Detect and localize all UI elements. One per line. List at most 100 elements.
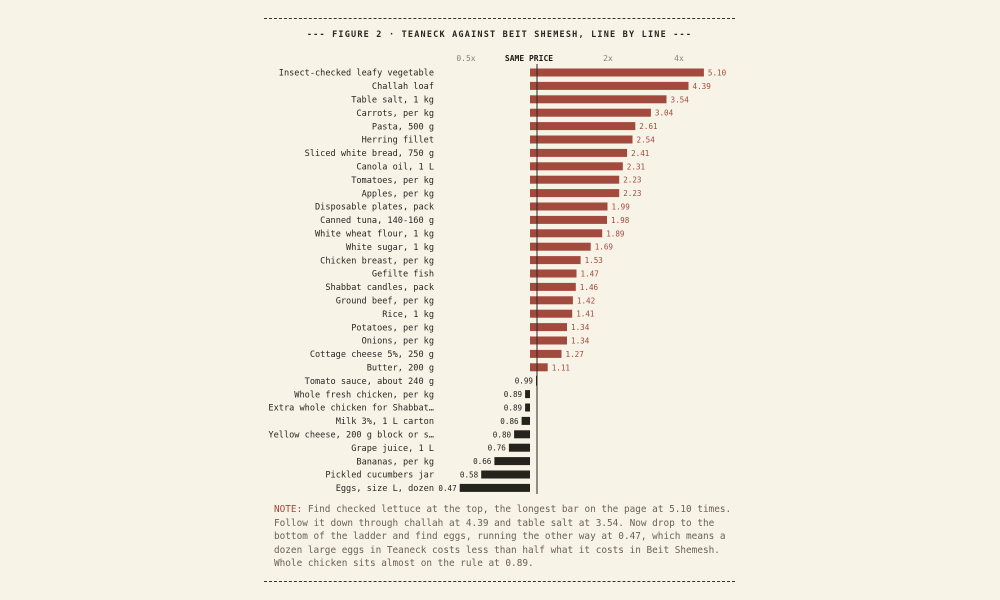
category-label: Canned tuna, 140-160 g (320, 216, 434, 226)
value-label: 0.58 (460, 471, 479, 480)
bar (530, 108, 651, 117)
category-label: Disposable plates, pack (315, 203, 435, 213)
bar (530, 122, 636, 131)
category-label: Onions, per kg (362, 337, 434, 347)
category-label: Shabbat candles, pack (325, 283, 434, 293)
bar (530, 309, 573, 318)
value-label: 1.53 (585, 256, 603, 265)
bar (530, 336, 567, 345)
value-label: 1.98 (611, 216, 630, 225)
bar (530, 175, 620, 184)
value-label: 1.42 (577, 296, 595, 305)
bar (459, 483, 530, 492)
category-label: Apples, per kg (362, 189, 434, 199)
category-label: Gefilte fish (372, 270, 434, 280)
value-label: 0.80 (493, 430, 512, 439)
category-label: Ground beef, per kg (336, 297, 434, 307)
value-label: 1.46 (580, 283, 599, 292)
bar (494, 457, 530, 466)
value-label: 3.04 (655, 109, 674, 118)
value-label: 2.54 (637, 136, 656, 145)
value-label: 1.47 (581, 270, 599, 279)
bar (530, 215, 607, 224)
category-label: Yellow cheese, 200 g block or s… (268, 431, 434, 441)
value-label: 1.69 (595, 243, 614, 252)
bar (525, 403, 530, 412)
value-label: 3.54 (671, 95, 690, 104)
value-label: 0.89 (504, 390, 523, 399)
bar (530, 282, 576, 291)
bar (530, 256, 581, 265)
category-label: Butter, 200 g (367, 364, 434, 374)
bar (530, 68, 704, 77)
category-label: Chicken breast, per kg (320, 256, 434, 266)
bar (530, 202, 608, 211)
category-label: Eggs, size L, dozen (336, 484, 434, 494)
category-label: Canola oil, 1 L (356, 163, 434, 173)
category-label: Tomatoes, per kg (351, 176, 434, 186)
bar (530, 349, 562, 358)
value-label: 0.99 (515, 377, 534, 386)
bar (514, 430, 530, 439)
bar (530, 81, 689, 90)
value-label: 1.11 (552, 363, 571, 372)
tick-label-0: 0.5x (456, 54, 475, 63)
value-label: 2.31 (627, 162, 646, 171)
category-label: Cottage cheese 5%, 250 g (310, 350, 434, 360)
value-label: 0.66 (473, 457, 492, 466)
bar (521, 416, 530, 425)
bar (530, 229, 603, 238)
bar (530, 189, 620, 198)
category-label: Sliced white bread, 750 g (305, 149, 434, 159)
value-label: 2.23 (623, 176, 641, 185)
category-label: Challah loaf (372, 82, 434, 92)
value-label: 1.99 (612, 203, 631, 212)
top-divider (264, 18, 735, 19)
value-label: 1.34 (571, 337, 590, 346)
category-label: Potatoes, per kg (351, 323, 434, 333)
bar (530, 242, 591, 251)
category-label: Pasta, 500 g (372, 122, 434, 132)
bar (530, 363, 548, 372)
category-label: White wheat flour, 1 kg (315, 230, 434, 240)
value-label: 1.41 (576, 310, 595, 319)
bar (530, 95, 667, 104)
category-label: Insect-checked leafy vegetable (279, 69, 434, 79)
category-label: Herring fillet (362, 136, 434, 146)
bar (530, 148, 628, 157)
bar (530, 135, 633, 144)
value-label: 4.39 (693, 82, 712, 91)
value-label: 0.76 (488, 444, 507, 453)
tick-label-1: SAME PRICE (505, 54, 553, 63)
bar (508, 443, 530, 452)
value-label: 1.89 (606, 229, 625, 238)
bottom-divider (264, 581, 735, 582)
bar (530, 269, 577, 278)
note-body: Find checked lettuce at the top, the lon… (274, 504, 732, 569)
note-lead: NOTE: (274, 504, 303, 515)
bar (530, 162, 623, 171)
category-label: Grape juice, 1 L (351, 444, 434, 454)
value-label: 0.47 (438, 484, 456, 493)
value-label: 2.41 (631, 149, 650, 158)
value-label: 1.34 (571, 323, 590, 332)
category-label: Bananas, per kg (356, 457, 434, 467)
value-label: 2.23 (623, 189, 641, 198)
bar (525, 390, 530, 399)
tick-label-3: 4x (674, 54, 684, 63)
category-label: Whole fresh chicken, per kg (294, 390, 434, 400)
value-label: 5.10 (708, 69, 727, 78)
value-label: 0.86 (500, 417, 519, 426)
category-label: Extra whole chicken for Shabbat… (268, 404, 434, 414)
bar (530, 296, 573, 305)
category-label: Tomato sauce, about 240 g (305, 377, 434, 387)
value-label: 0.89 (504, 404, 523, 413)
category-label: Pickled cucumbers jar (325, 471, 434, 481)
tick-label-2: 2x (603, 54, 613, 63)
bar (481, 470, 530, 479)
chart-note: NOTE: Find checked lettuce at the top, t… (274, 503, 734, 571)
category-label: Rice, 1 kg (382, 310, 434, 320)
bar (530, 323, 567, 332)
